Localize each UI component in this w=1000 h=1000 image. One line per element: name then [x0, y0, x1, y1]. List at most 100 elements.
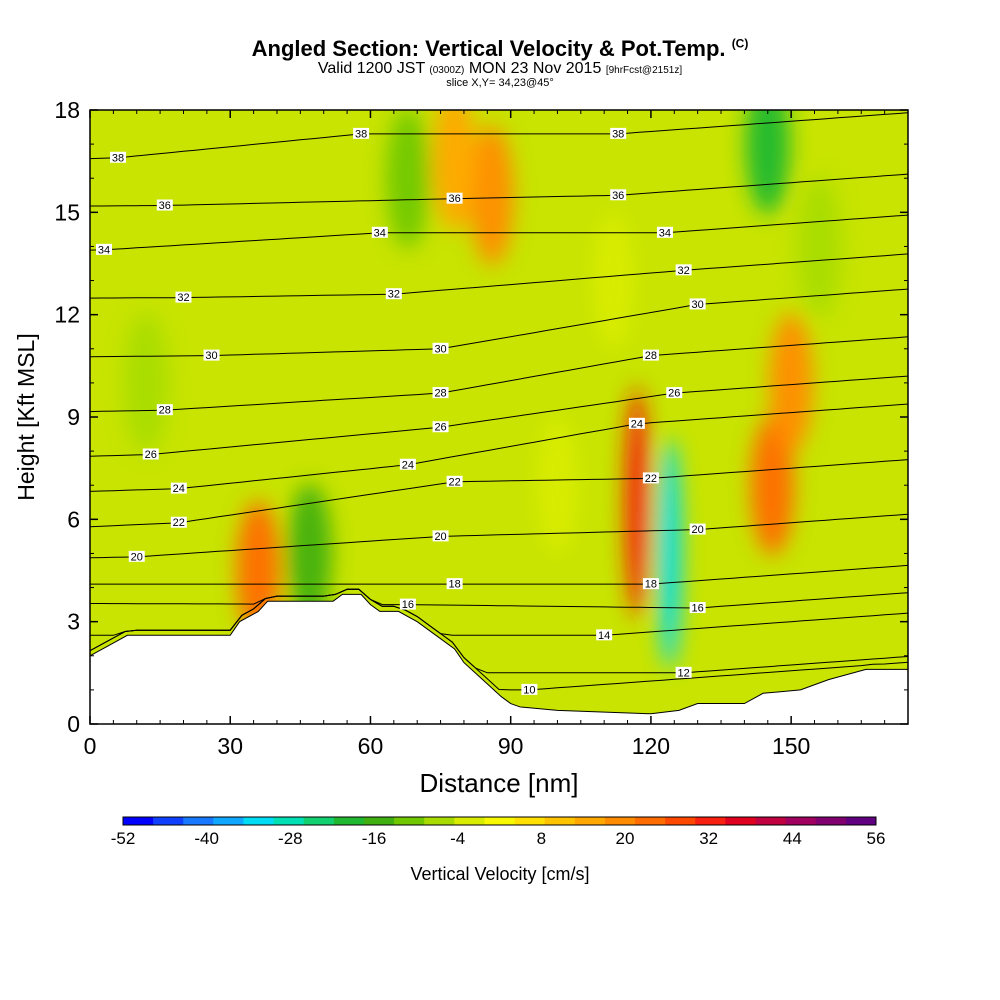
velocity-cell: [287, 483, 332, 624]
isentrope-label: 34: [659, 227, 671, 239]
y-tick-label: 12: [54, 302, 80, 328]
colorbar-swatch: [574, 817, 606, 825]
isentrope-label: 38: [612, 128, 624, 140]
y-tick-label: 6: [67, 506, 80, 532]
velocity-cell: [769, 312, 814, 453]
colorbar-swatch: [665, 817, 696, 825]
colorbar-swatch: [815, 817, 847, 825]
isentrope-lines: [90, 112, 908, 691]
colorbar-tick-label: 8: [537, 829, 546, 848]
isentrope-label-bg: [610, 189, 627, 201]
isentrope-label: 16: [692, 603, 704, 615]
isentrope-34: [90, 214, 908, 251]
colorbar-swatch: [303, 817, 335, 825]
isentrope-label-bg: [432, 530, 449, 542]
velocity-cell: [624, 387, 649, 618]
isentrope-label: 24: [631, 418, 643, 430]
isentrope-label-bg: [432, 421, 449, 433]
isentrope-label: 26: [434, 422, 446, 434]
colorbar-tick-label: -40: [194, 829, 219, 848]
isentrope-label: 22: [448, 476, 460, 488]
isentrope-label-bg: [675, 666, 692, 678]
x-axis-label: Distance [nm]: [420, 768, 579, 798]
colorbar-swatch: [273, 817, 305, 825]
isentrope-label-bg: [110, 151, 127, 163]
isentrope-label: 30: [434, 343, 446, 355]
isentrope-label-bg: [170, 482, 187, 494]
isentrope-label: 34: [374, 227, 386, 239]
velocity-cell: [432, 110, 477, 232]
colorbar-tick-label: 20: [616, 829, 635, 848]
colorbar-swatch: [363, 817, 395, 825]
isentrope-label-bg: [675, 264, 692, 276]
colorbar-swatch: [123, 817, 154, 825]
terrain-mask: [90, 593, 908, 724]
y-tick-label: 9: [67, 404, 80, 430]
velocity-cell: [591, 210, 636, 351]
colorbar-tick-label: -16: [362, 829, 387, 848]
valid-utc: (0300Z): [429, 65, 465, 76]
colorbar-swatch: [514, 817, 546, 825]
colorbar-swatch: [785, 817, 817, 825]
velocity-cells: [124, 110, 842, 669]
isentrope-label-bg: [446, 475, 463, 487]
isentrope-label: 24: [173, 483, 185, 495]
isentrope-label-bg: [353, 127, 370, 139]
colorbar-label: Vertical Velocity [cm/s]: [410, 864, 589, 884]
isentrope-16: [90, 588, 908, 609]
colorbar-swatch: [153, 817, 184, 825]
isentrope-label: 38: [112, 152, 124, 164]
isentrope-label-bg: [689, 602, 706, 614]
isentrope-label-bg: [642, 578, 659, 590]
colorbar-tick-label: 56: [867, 829, 886, 848]
isentrope-label-bg: [432, 387, 449, 399]
colorbar-tick-label: 32: [699, 829, 718, 848]
isentrope-label: 28: [645, 350, 657, 362]
colorbar-swatch: [725, 817, 757, 825]
colorbar-swatch: [604, 817, 636, 825]
isentrope-label-bg: [96, 243, 113, 255]
isentrope-label: 28: [434, 388, 446, 400]
velocity-cell: [535, 415, 580, 556]
isentrope-label: 30: [692, 299, 704, 311]
isentrope-label: 20: [434, 531, 446, 543]
velocity-cell: [797, 176, 842, 317]
isentrope-label: 32: [678, 265, 690, 277]
title-unit: (C): [731, 36, 749, 51]
isentrope-label: 16: [402, 599, 414, 611]
colorbar-swatch: [755, 817, 787, 825]
x-tick-label: 60: [358, 733, 384, 759]
isentrope-label-bg: [203, 349, 220, 361]
isentrope-label-bg: [666, 387, 683, 399]
isentrope-label-bg: [156, 199, 173, 211]
y-axis-label: Height [Kft MSL]: [13, 333, 39, 500]
isentrope-label-bg: [446, 578, 463, 590]
isentrope-10: [90, 588, 908, 691]
isentrope-label: 20: [692, 524, 704, 536]
isentrope-label: 32: [177, 292, 189, 304]
velocity-cell: [750, 415, 795, 556]
x-tick-label: 90: [498, 733, 524, 759]
isentrope-label-bg: [610, 127, 627, 139]
colorbar-swatch: [183, 817, 214, 825]
isentrope-label: 18: [448, 579, 460, 591]
isentrope-label-bg: [399, 598, 416, 610]
plot-area: 38 38 38 36 36 36 34 34 34 32 32 32 30 30 30 28 28 28 26 26…: [90, 110, 908, 724]
velocity-cell: [469, 125, 514, 266]
colorbar-tick-label: -52: [111, 829, 136, 848]
isentrope-label-bg: [689, 523, 706, 535]
velocity-cell: [124, 312, 169, 453]
colorbar-swatch: [213, 817, 244, 825]
isentrope-label: 36: [159, 200, 171, 212]
isentrope-32: [90, 253, 908, 299]
isentrope-label-bg: [642, 349, 659, 361]
y-tick-label: 0: [67, 711, 80, 737]
isentrope-label: 12: [678, 667, 690, 679]
isentrope-labels: 38 38 38 36 36 36 34 34 34 32 32 32 30 30 30 28 28 28 26 26…: [96, 127, 706, 696]
isentrope-label-bg: [399, 458, 416, 470]
colorbar-swatch: [454, 817, 485, 825]
isentrope-label: 36: [612, 190, 624, 202]
isentrope-label: 22: [645, 473, 657, 485]
isentrope-label-bg: [446, 192, 463, 204]
